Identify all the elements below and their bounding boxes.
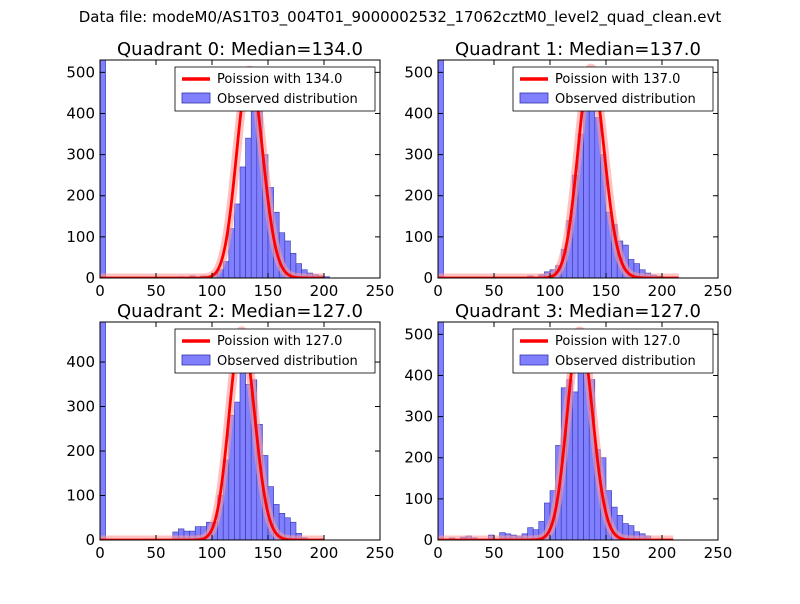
y-tick-label: 100: [404, 228, 433, 246]
quadrant-2-plot-area: [100, 322, 328, 540]
x-tick-label: 0: [95, 544, 105, 562]
y-tick-label: 500: [404, 325, 433, 343]
legend-box: [512, 66, 714, 112]
histogram-bar: [572, 391, 579, 540]
histogram-bar: [234, 401, 241, 540]
y-tick-label: 500: [404, 63, 433, 81]
y-tick-label: 0: [423, 531, 433, 549]
histogram-bar: [588, 84, 596, 278]
legend: Poission with 137.0 Observed distribution: [512, 66, 714, 112]
y-tick-label: 400: [66, 104, 95, 122]
y-tick-label: 300: [404, 408, 433, 426]
y-tick-label: 200: [404, 449, 433, 467]
x-tick-label: 250: [366, 282, 395, 300]
histogram-bar: [438, 60, 444, 278]
legend-bar-swatch: [181, 354, 211, 366]
x-tick-label: 0: [95, 282, 105, 300]
legend: Poission with 127.0 Observed distribution: [174, 328, 376, 374]
y-tick-label: 400: [404, 366, 433, 384]
y-tick-label: 300: [66, 146, 95, 164]
axes-frame: [437, 321, 719, 541]
x-tick-label: 200: [310, 544, 339, 562]
x-tick-label: 250: [366, 544, 395, 562]
y-tick-label: 100: [404, 490, 433, 508]
x-tick-label: 150: [592, 544, 621, 562]
x-tick-label: 50: [146, 544, 165, 562]
poisson-curve: [100, 329, 325, 540]
x-tick-label: 150: [254, 282, 283, 300]
y-tick-label: 0: [85, 269, 95, 287]
legend-line-label: Poission with 134.0: [217, 72, 342, 87]
y-tick-label: 0: [85, 531, 95, 549]
histogram-bar: [245, 137, 252, 278]
x-tick-label: 50: [146, 282, 165, 300]
legend-bar-swatch: [519, 92, 549, 104]
histogram-bar: [290, 521, 297, 540]
axes-frame: [437, 59, 719, 279]
histogram-bar: [234, 203, 241, 278]
quadrant-0-title: Quadrant 0: Median=134.0: [117, 39, 363, 60]
quadrant-2-chart: 0 50 100 150 200 250 0 100 200 300 400 Quadrant 2: …: [66, 301, 394, 562]
x-tick-label: 100: [198, 282, 227, 300]
histogram-bar: [239, 166, 246, 278]
histogram-bar: [438, 322, 444, 540]
quadrant-3-chart: 0 50 100 150 200 250 0 100 200 300 400 500 Quadrant …: [404, 301, 732, 562]
legend-line-label: Poission with 127.0: [217, 334, 342, 349]
legend: Poission with 134.0 Observed distribution: [174, 66, 376, 112]
legend-box: [512, 328, 714, 374]
figure-suptitle: Data file: modeM0/AS1T03_004T01_90000025…: [78, 8, 722, 26]
y-tick-label: 400: [66, 353, 95, 371]
histogram-bar: [100, 322, 106, 540]
legend-bar-label: Observed distribution: [555, 354, 696, 369]
x-tick-label: 100: [198, 544, 227, 562]
y-tick-label: 200: [66, 187, 95, 205]
y-tick-label: 500: [66, 63, 95, 81]
quadrant-0-chart: 0 50 100 150 200 250 0 100 200 300 400 500 Quadrant …: [66, 39, 394, 300]
x-tick-label: 150: [592, 282, 621, 300]
axes-frame: [99, 321, 381, 541]
quadrant-2-title: Quadrant 2: Median=127.0: [117, 301, 363, 322]
legend-line-label: Poission with 127.0: [555, 334, 680, 349]
y-tick-label: 200: [404, 187, 433, 205]
x-tick-label: 100: [536, 282, 565, 300]
histogram-bar: [100, 60, 106, 278]
x-tick-label: 100: [536, 544, 565, 562]
x-tick-label: 200: [310, 282, 339, 300]
x-tick-label: 250: [704, 282, 733, 300]
legend-box: [174, 328, 376, 374]
x-tick-label: 250: [704, 544, 733, 562]
quadrant-1-title: Quadrant 1: Median=137.0: [455, 39, 701, 60]
legend-bar-label: Observed distribution: [555, 92, 696, 107]
legend-bar-swatch: [519, 354, 549, 366]
y-tick-label: 0: [423, 269, 433, 287]
legend-line-label: Poission with 137.0: [555, 72, 680, 87]
x-tick-label: 50: [484, 544, 503, 562]
legend-box: [174, 66, 376, 112]
x-tick-label: 200: [648, 282, 677, 300]
y-tick-label: 300: [404, 146, 433, 164]
x-tick-label: 200: [648, 544, 677, 562]
axes-frame: [99, 59, 381, 279]
legend-bar-label: Observed distribution: [217, 354, 358, 369]
x-tick-label: 0: [433, 282, 443, 300]
y-tick-label: 100: [66, 487, 95, 505]
y-tick-label: 100: [66, 228, 95, 246]
quadrant-1-chart: 0 50 100 150 200 250 0 100 200 300 400 500 Quadrant …: [404, 39, 732, 300]
y-tick-label: 400: [404, 104, 433, 122]
legend-bar-label: Observed distribution: [217, 92, 358, 107]
legend-bar-swatch: [181, 92, 211, 104]
x-tick-label: 0: [433, 544, 443, 562]
x-tick-label: 150: [254, 544, 283, 562]
legend: Poission with 127.0 Observed distribution: [512, 328, 714, 374]
y-tick-label: 300: [66, 398, 95, 416]
quadrant-3-title: Quadrant 3: Median=127.0: [455, 301, 701, 322]
x-tick-label: 50: [484, 282, 503, 300]
y-tick-label: 200: [66, 442, 95, 460]
